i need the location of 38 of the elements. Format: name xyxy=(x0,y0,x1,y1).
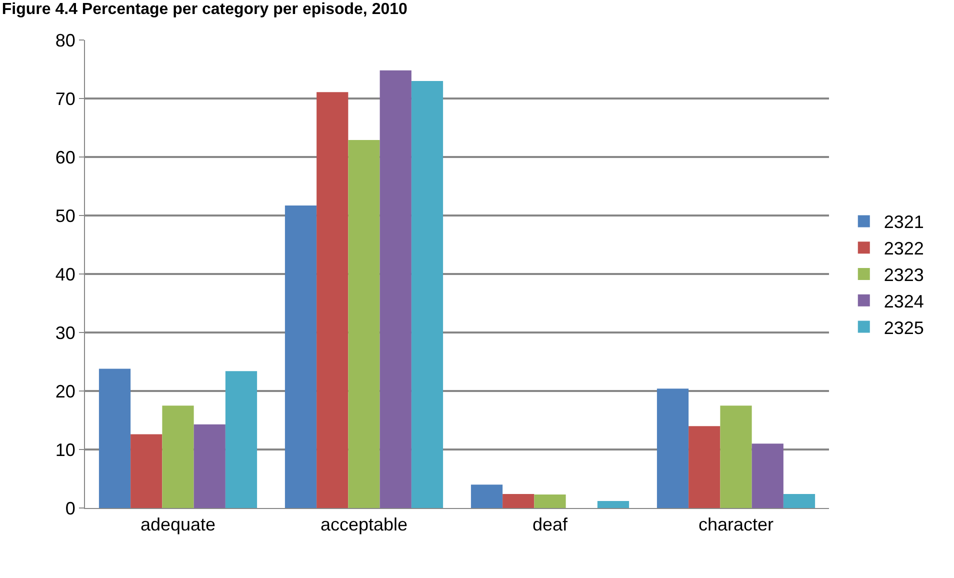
bar xyxy=(470,484,503,508)
bar xyxy=(720,406,752,508)
y-tick-label: 50 xyxy=(55,206,76,226)
legend-label: 2323 xyxy=(884,265,924,286)
bar xyxy=(752,444,784,508)
bar xyxy=(783,494,816,508)
y-tick-label: 20 xyxy=(55,381,76,402)
bar xyxy=(656,388,689,508)
y-tick-label: 70 xyxy=(55,88,76,109)
bar xyxy=(98,368,131,508)
bar xyxy=(194,424,226,508)
x-tick-label: character xyxy=(698,514,774,535)
bar xyxy=(688,426,720,508)
legend-label: 2321 xyxy=(884,212,924,232)
bar xyxy=(380,70,412,508)
bar xyxy=(411,80,444,508)
y-tick-label: 40 xyxy=(55,264,76,284)
legend-label: 2325 xyxy=(884,318,924,338)
legend-label: 2324 xyxy=(884,291,924,312)
x-tick-label: acceptable xyxy=(320,514,408,535)
x-tick-label: adequate xyxy=(140,514,216,535)
bar xyxy=(534,494,566,508)
y-tick-label: 80 xyxy=(55,30,76,50)
bar xyxy=(348,140,380,508)
bar xyxy=(597,500,630,508)
legend-label: 2322 xyxy=(884,238,924,259)
bar xyxy=(130,434,162,508)
y-tick-label: 0 xyxy=(65,498,76,518)
y-tick-label: 60 xyxy=(55,147,76,168)
bar xyxy=(316,92,348,508)
y-tick-label: 30 xyxy=(55,322,76,343)
bar xyxy=(502,494,534,508)
bar xyxy=(284,206,317,508)
bar xyxy=(225,371,258,508)
y-tick-label: 10 xyxy=(55,440,76,460)
chart-title: Figure 4.4 Percentage per category per episode, 2010 xyxy=(2,1,408,18)
x-tick-label: deaf xyxy=(532,514,569,535)
bar xyxy=(162,406,194,508)
